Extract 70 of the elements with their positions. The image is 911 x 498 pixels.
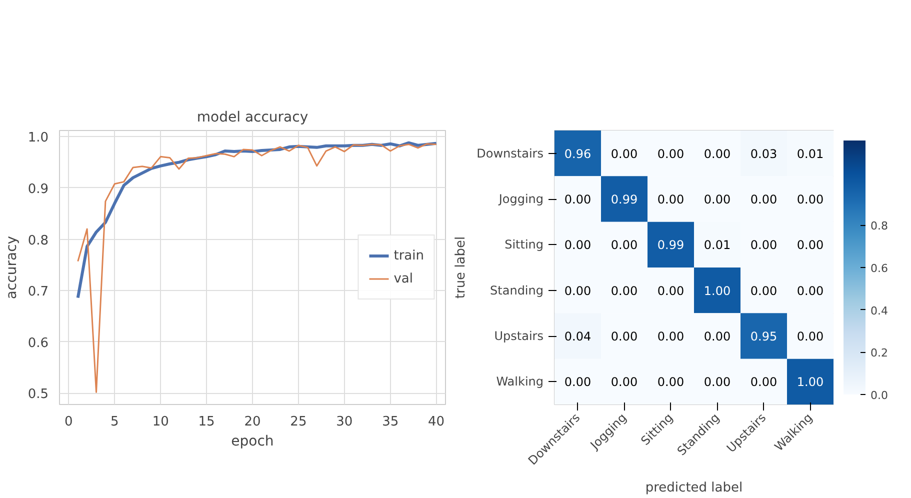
color-bar-label: 0.0 [870, 389, 888, 402]
data-label: 1.00 [796, 375, 824, 390]
x-tick-label: 0 [64, 414, 73, 430]
y-tick-label: Standing [490, 283, 544, 298]
y-tick-label: 0.9 [28, 182, 49, 197]
x-tick-label: 35 [382, 414, 399, 430]
chart-title: model accuracy [196, 110, 308, 126]
data-label: 0.03 [750, 146, 778, 161]
data-label: 0.00 [657, 330, 684, 344]
data-label: 0.00 [610, 330, 638, 344]
data-label: 0.00 [610, 375, 638, 390]
data-label: 0.00 [610, 238, 638, 252]
data-label: 0.00 [704, 330, 731, 344]
legend-label: train [394, 248, 424, 263]
legend-label: val [394, 271, 414, 286]
data-label: 0.00 [750, 192, 778, 206]
color-bar-label: 0.2 [870, 346, 888, 360]
y-tick-label: 1.0 [28, 130, 49, 146]
data-label: 0.00 [750, 375, 778, 390]
x-tick-label: 25 [290, 414, 307, 430]
data-label: 0.00 [564, 238, 592, 252]
color-bar-label: 0.8 [870, 220, 888, 233]
data-label: 0.00 [610, 284, 638, 298]
y-tick-label: 0.6 [28, 336, 49, 351]
data-label: 0.00 [704, 146, 731, 161]
data-label: 0.00 [750, 284, 778, 298]
x-axis-title: predicted label [645, 480, 743, 496]
data-label: 0.00 [657, 192, 684, 206]
data-label: 0.00 [704, 375, 731, 390]
y-axis-title: accuracy [4, 236, 20, 300]
y-axis-title: true label [454, 236, 469, 299]
data-label: 0.00 [796, 284, 824, 298]
x-tick-label: 20 [244, 414, 261, 430]
x-tick-label: 15 [198, 414, 215, 430]
color-bar-label: 0.6 [870, 262, 888, 275]
y-tick-label: Sitting [504, 238, 544, 252]
x-tick-label: 10 [152, 414, 169, 430]
y-tick-label: 0.8 [28, 233, 49, 248]
data-label: 0.99 [657, 238, 684, 252]
data-label: 0.01 [704, 238, 731, 252]
data-label: 0.00 [564, 192, 592, 206]
y-tick-label: 0.7 [28, 284, 49, 300]
data-label: 0.00 [796, 330, 824, 344]
data-label: 0.00 [564, 284, 592, 298]
data-label: 0.01 [796, 146, 824, 161]
data-label: 0.00 [796, 192, 824, 206]
data-label: 0.00 [657, 146, 684, 161]
x-tick-label: 40 [428, 414, 445, 430]
data-label: 0.00 [610, 146, 638, 161]
data-label: 0.00 [657, 284, 684, 298]
data-label: 1.00 [704, 284, 731, 298]
color-bar-label: 0.4 [870, 304, 888, 318]
x-axis-title: epoch [231, 434, 274, 450]
x-tick-label: 5 [110, 414, 119, 430]
y-tick-label: Upstairs [494, 329, 544, 343]
data-label: 0.04 [564, 330, 592, 344]
y-tick-label: Downstairs [476, 146, 544, 160]
y-tick-label: Walking [496, 374, 544, 389]
data-label: 0.00 [750, 238, 778, 252]
y-tick-label: Jogging [498, 192, 544, 206]
data-label: 0.00 [564, 375, 592, 390]
data-label: 0.96 [564, 146, 592, 161]
line-series [77, 143, 438, 393]
data-label: 0.00 [657, 375, 684, 390]
x-tick-label: 30 [336, 414, 353, 430]
y-tick-label: 0.5 [28, 387, 49, 402]
data-label: 0.00 [796, 238, 824, 252]
data-label: 0.00 [704, 192, 731, 206]
data-label: 0.95 [750, 330, 778, 344]
data-label: 0.99 [610, 192, 638, 206]
